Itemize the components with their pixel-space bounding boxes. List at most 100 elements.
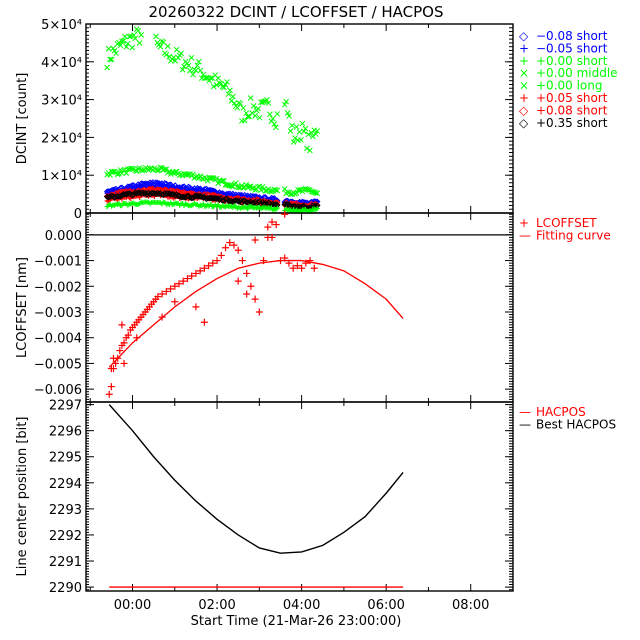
data-point: [104, 64, 110, 71]
best-hacpos-curve: [108, 404, 404, 554]
y-axis-label: LCOFFSET [nm]: [15, 257, 30, 358]
data-point: [163, 190, 170, 198]
data-point: [221, 84, 227, 91]
data-point: [193, 67, 199, 74]
series: [104, 26, 321, 154]
y-tick-label: −0.001: [34, 255, 82, 270]
data-point: [227, 87, 233, 94]
data-point: [120, 359, 128, 367]
legend-entry: +0.00 short: [536, 54, 608, 68]
data-point: [108, 192, 115, 200]
data-point: [255, 308, 263, 316]
data-point: [227, 182, 233, 189]
data-point: [162, 287, 170, 295]
data-point: [113, 50, 119, 57]
data-point: [151, 190, 158, 197]
data-point: [218, 80, 224, 87]
data-point: [281, 210, 289, 218]
data-point: [271, 186, 278, 193]
data-point: [219, 178, 226, 184]
data-point: [125, 40, 131, 47]
data-point: [290, 139, 297, 145]
data-point: [234, 104, 241, 111]
data-point: [272, 187, 279, 193]
legend-symbol-icon: —: [519, 228, 531, 242]
data-point: [210, 83, 217, 90]
x-axis: 00:00 02:00 04:00 06:00 08:00: [114, 598, 490, 613]
data-point: [256, 114, 263, 121]
data-point: [105, 45, 112, 52]
panel-hacpos: 2290 2291 2292 2293 2294 2295 2296 2297 Line cen…: [15, 399, 616, 596]
legend-symbol-icon: +: [519, 216, 529, 230]
data-point: [119, 170, 125, 177]
data-point: [293, 262, 301, 270]
data-point: [161, 186, 169, 193]
y-axis-label: DCINT [count]: [15, 73, 30, 165]
data-point: [114, 171, 121, 178]
data-point: [243, 181, 250, 188]
data-point: [178, 50, 184, 57]
data-point: [225, 91, 232, 98]
y-tick-label: 5×10⁴: [41, 18, 82, 33]
legend-entry: +0.00 long: [536, 79, 603, 93]
plot-frame: [85, 212, 514, 403]
y-tick-label: 3×10⁴: [41, 94, 82, 109]
data-point: [274, 187, 281, 194]
data-point: [287, 191, 294, 198]
data-point: [200, 264, 208, 272]
data-point: [183, 275, 191, 283]
x-axis-label: Start Time (21-Mar-26 23:00:00): [191, 614, 402, 629]
data-point: [147, 165, 153, 172]
data-point: [289, 122, 295, 129]
data-point: [213, 175, 220, 182]
data-point: [222, 244, 230, 252]
data-point: [179, 66, 186, 73]
data-point: [284, 110, 291, 116]
data-point: [264, 223, 272, 231]
y-tick-label: 1×10⁴: [41, 169, 82, 184]
data-point: [284, 189, 291, 195]
data-point: [274, 111, 281, 117]
panel-lcoffset: 0.000 −0.001 −0.002 −0.003 −0.004 −0.005 −0.00…: [15, 210, 611, 403]
data-point: [283, 98, 290, 105]
y-tick-label: 2293: [49, 503, 82, 518]
data-point: [230, 241, 238, 249]
data-point: [194, 62, 201, 69]
data-point: [183, 192, 191, 200]
data-point: [123, 43, 130, 50]
y-tick-label: 2294: [49, 477, 82, 492]
data-point: [221, 177, 227, 184]
y-tick-label: 2290: [49, 581, 82, 596]
data-point: [163, 51, 170, 58]
data-point: [246, 183, 253, 190]
data-point: [215, 75, 221, 81]
data-point: [157, 43, 164, 50]
data-point: [130, 191, 137, 198]
data-point: [123, 170, 130, 177]
data-point: [107, 383, 115, 391]
data-point: [243, 290, 251, 298]
data-point: [216, 196, 223, 203]
data-point: [228, 183, 235, 189]
legend-symbol-icon: ◇: [519, 29, 529, 43]
data-point: [267, 111, 273, 118]
data-point: [119, 38, 125, 45]
legend-symbol-icon: ×: [519, 66, 529, 80]
panel-dcint: 0 1×10⁴ 2×10⁴ 3×10⁴ 4×10⁴ 5×10⁴ DCINT [count] ◇…: [15, 18, 618, 222]
y-tick-label: 0.000: [45, 229, 82, 244]
data-point: [209, 175, 216, 181]
data-point: [270, 115, 276, 122]
data-point: [129, 165, 136, 172]
data-point: [120, 38, 127, 44]
data-point: [299, 120, 306, 127]
legend-symbol-icon: —: [519, 417, 531, 431]
data-point: [240, 197, 247, 205]
legend-symbol-icon: ×: [519, 79, 529, 93]
data-point: [207, 75, 214, 82]
data-point: [187, 67, 193, 74]
legend-entry: Best HACPOS: [536, 417, 616, 431]
y-tick-label: 2295: [49, 451, 82, 466]
legend-entry: −0.08 short: [536, 29, 608, 43]
lcoffset-points: [105, 210, 318, 398]
data-point: [200, 318, 208, 326]
